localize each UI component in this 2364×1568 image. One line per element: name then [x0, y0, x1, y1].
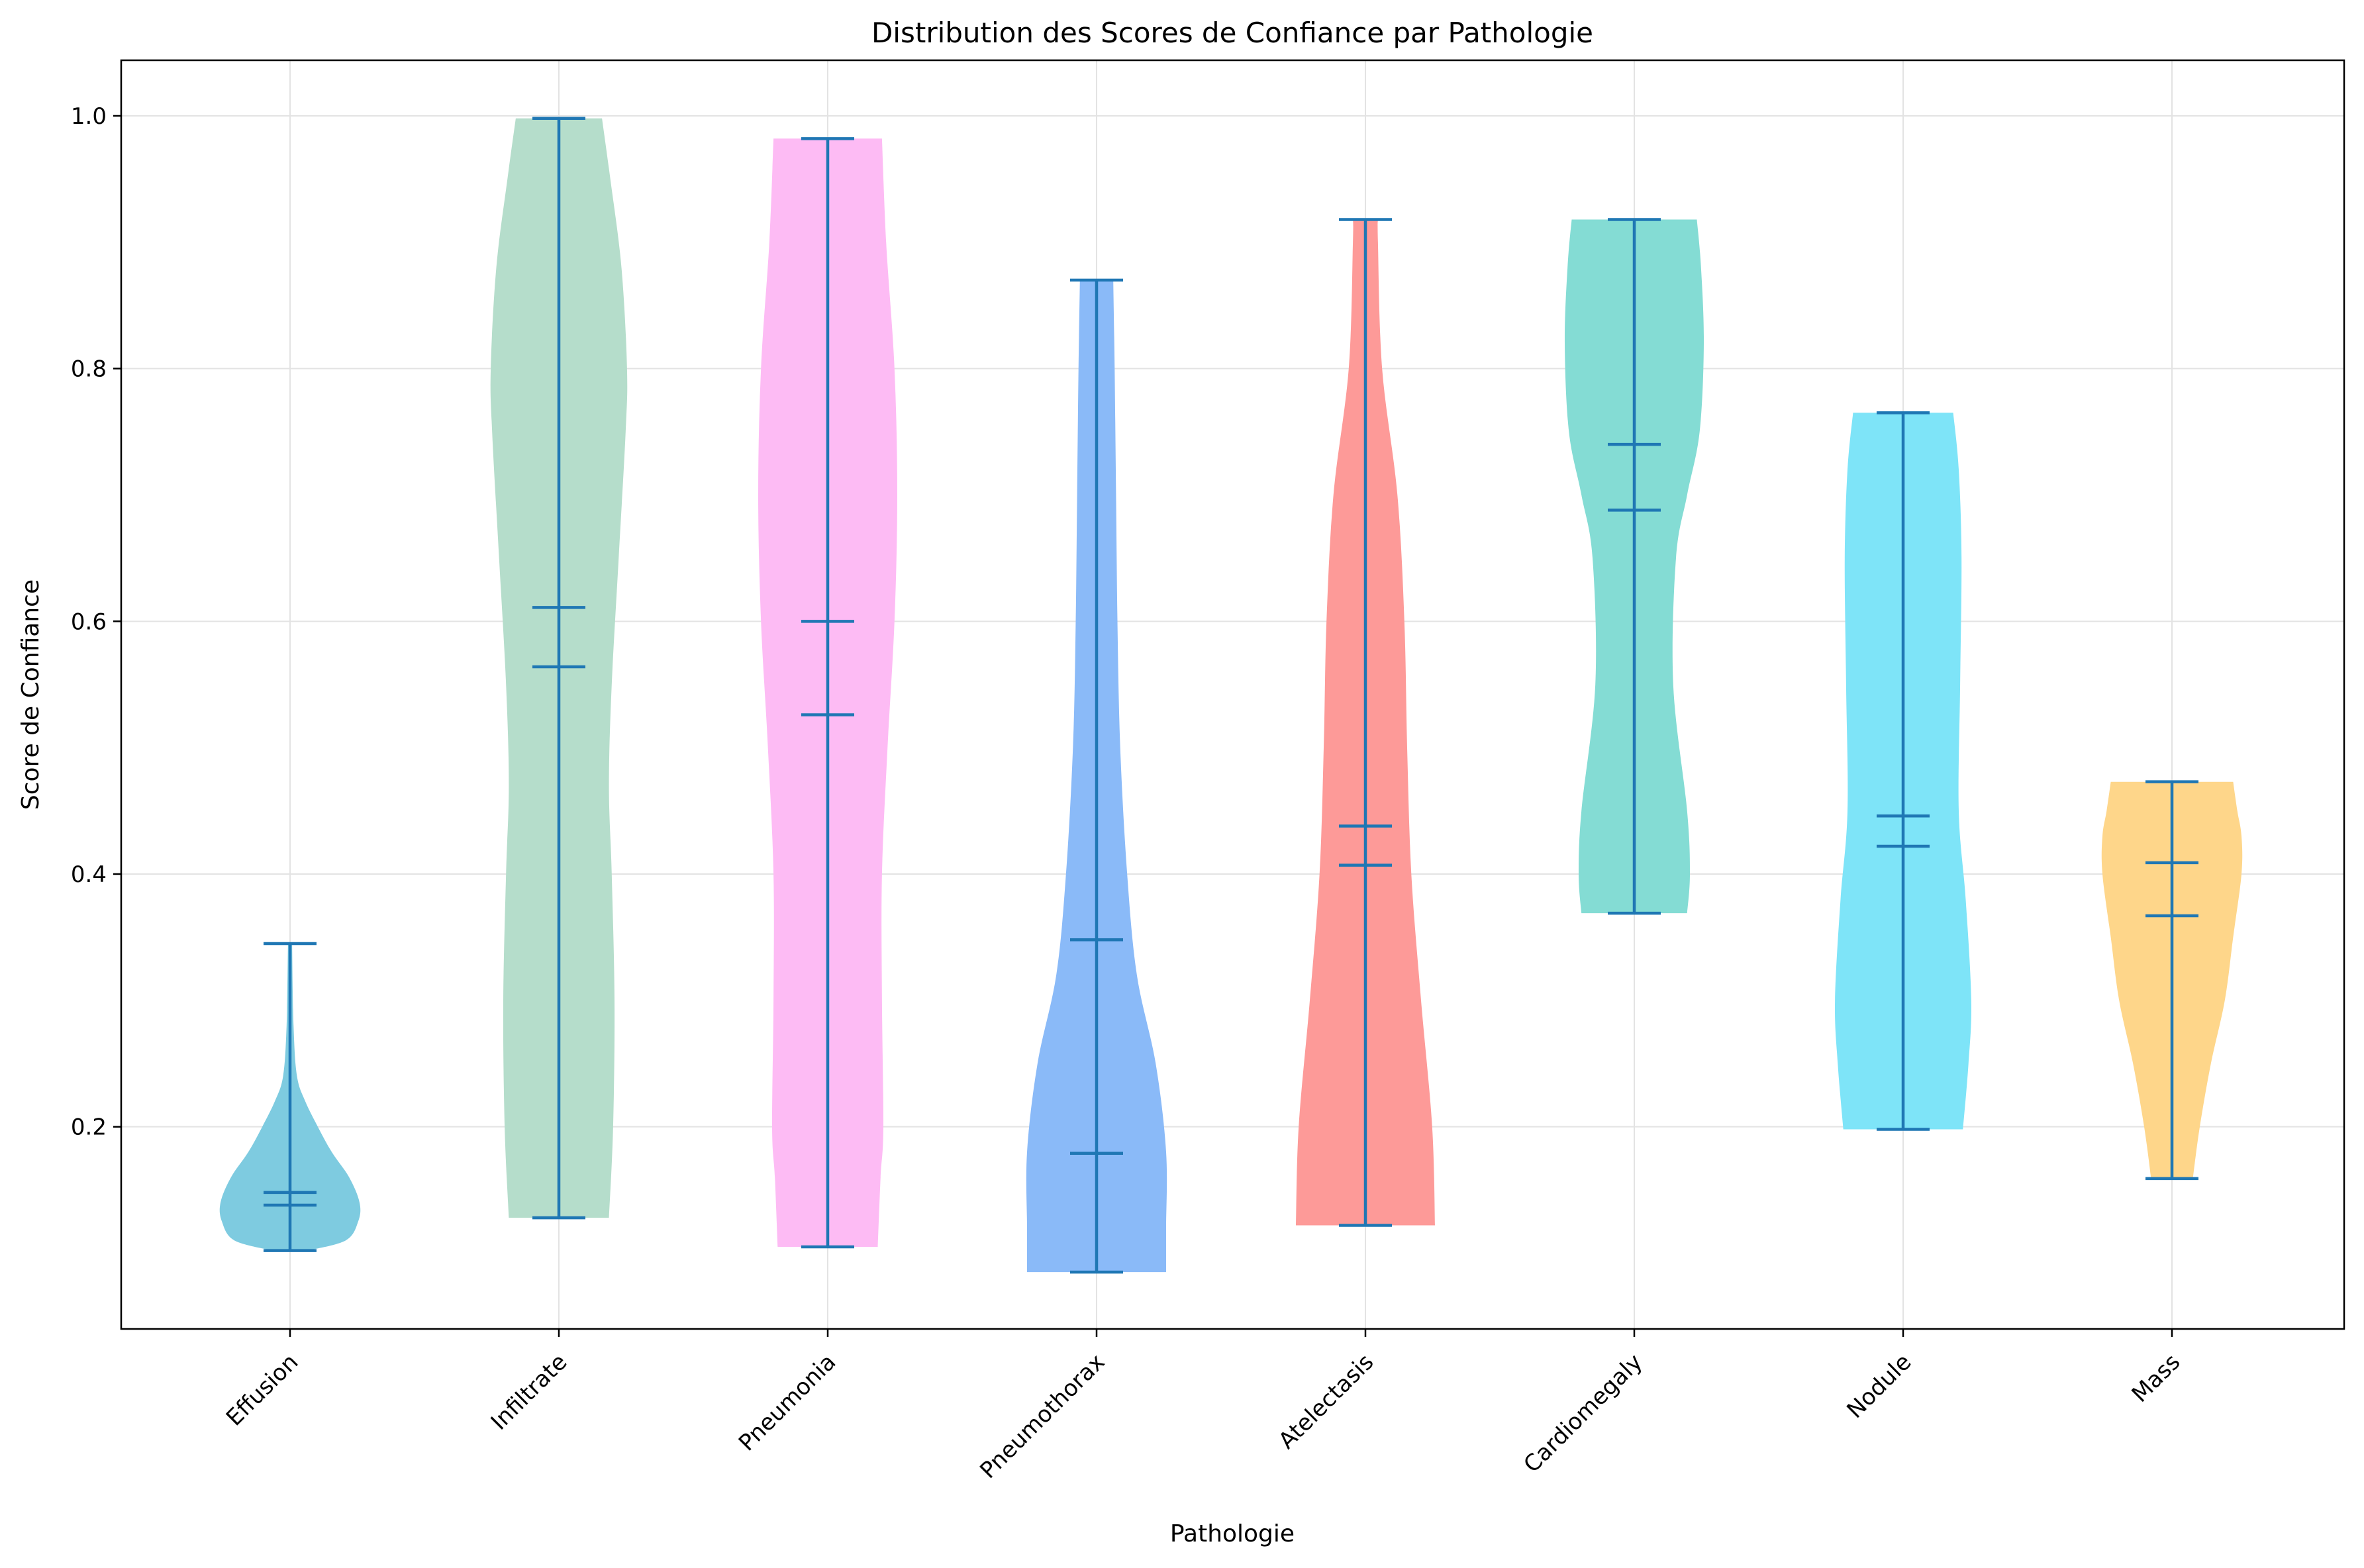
x-axis: Effusion Infiltrate Pneumonia Pneumothorax A…: [221, 1329, 2185, 1484]
chart-title: Distribution des Scores de Confiance par…: [871, 17, 1593, 49]
x-tick-label: Effusion: [221, 1349, 303, 1431]
violin-layer: [219, 118, 2243, 1273]
x-tick-label: Pneumonia: [734, 1349, 841, 1456]
y-tick-label: 0.2: [71, 1114, 107, 1141]
y-tick-label: 0.4: [71, 861, 107, 888]
grid-layer: [121, 60, 2344, 1329]
x-tick-label: Infiltrate: [486, 1349, 573, 1436]
stats-layer: [264, 117, 2198, 1274]
x-tick-label: Nodule: [1842, 1349, 1916, 1424]
y-tick-label: 0.8: [71, 356, 107, 383]
plot-frame: [120, 59, 2345, 1330]
y-axis: 0.2 0.4 0.6 0.8 1.0: [71, 103, 121, 1141]
y-tick-label: 0.6: [71, 609, 107, 635]
y-tick-label: 1.0: [71, 103, 107, 130]
y-axis-label: Score de Confiance: [17, 579, 44, 810]
x-tick-label: Atelectasis: [1273, 1349, 1379, 1454]
x-axis-label: Pathologie: [1170, 1520, 1295, 1547]
x-tick-label: Mass: [2127, 1349, 2186, 1408]
x-tick-label: Pneumothorax: [975, 1349, 1110, 1484]
x-tick-label: Cardiomegaly: [1518, 1349, 1648, 1478]
